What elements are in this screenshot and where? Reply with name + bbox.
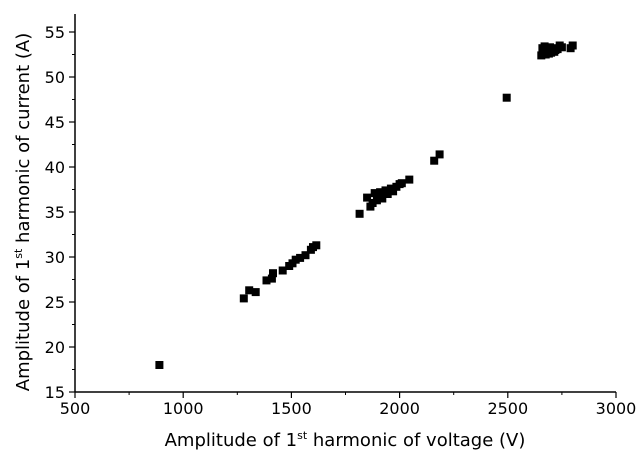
data-point (435, 150, 444, 159)
y-tick-label: 15 (45, 383, 65, 402)
data-point (389, 187, 398, 196)
data-point (312, 241, 321, 250)
data-point (291, 255, 300, 264)
data-points (155, 41, 577, 369)
x-axis-title-sup: st (297, 429, 308, 442)
y-axis-title-suffix: harmonic of current (A) (13, 33, 34, 249)
data-point (557, 43, 566, 52)
data-point (269, 269, 277, 278)
x-tick-label: 1000 (163, 399, 204, 418)
y-tick-label: 20 (45, 338, 65, 357)
x-tick-label: 2500 (487, 399, 528, 418)
x-tick-label: 1500 (271, 399, 312, 418)
data-point (502, 93, 511, 102)
data-point (278, 266, 287, 275)
data-point (239, 294, 248, 303)
data-point (568, 41, 577, 50)
y-tick-label: 45 (45, 113, 65, 132)
data-point (376, 188, 385, 197)
data-point (155, 361, 164, 369)
x-tick-label: 2000 (379, 399, 420, 418)
x-axis-title-suffix: harmonic of voltage (V) (307, 430, 525, 451)
x-tick-label: 500 (60, 399, 91, 418)
y-tick-label: 50 (45, 68, 65, 87)
data-point (301, 251, 310, 260)
y-tick-label: 55 (45, 23, 65, 42)
data-point (368, 199, 377, 207)
x-axis-title-prefix: Amplitude of 1 (165, 430, 298, 451)
data-point (405, 175, 414, 184)
axes (74, 14, 616, 393)
y-axis-title-sup: st (12, 248, 25, 259)
data-point (267, 274, 276, 283)
data-point (296, 253, 305, 262)
data-point (251, 288, 260, 297)
data-point (430, 156, 439, 165)
x-axis-title: Amplitude of 1st harmonic of voltage (V) (165, 429, 526, 451)
data-point (262, 276, 271, 285)
data-point (355, 209, 364, 218)
data-point (383, 190, 392, 198)
y-tick-label: 35 (45, 203, 65, 222)
data-point (363, 193, 372, 202)
y-axis-title: Amplitude of 1st harmonic of current (A) (12, 33, 34, 391)
y-tick-label: 25 (45, 293, 65, 312)
data-point (378, 194, 387, 203)
data-point (245, 286, 254, 295)
y-axis-title-prefix: Amplitude of 1 (13, 259, 34, 392)
ticks: 500 1000 1500 2000 2500 3000 15 20 25 30 35 40 45 50 5… (45, 23, 637, 418)
data-point (372, 196, 381, 205)
y-tick-label: 40 (45, 158, 65, 177)
data-point (397, 179, 406, 188)
x-tick-label: 3000 (596, 399, 637, 418)
y-tick-label: 30 (45, 248, 65, 267)
